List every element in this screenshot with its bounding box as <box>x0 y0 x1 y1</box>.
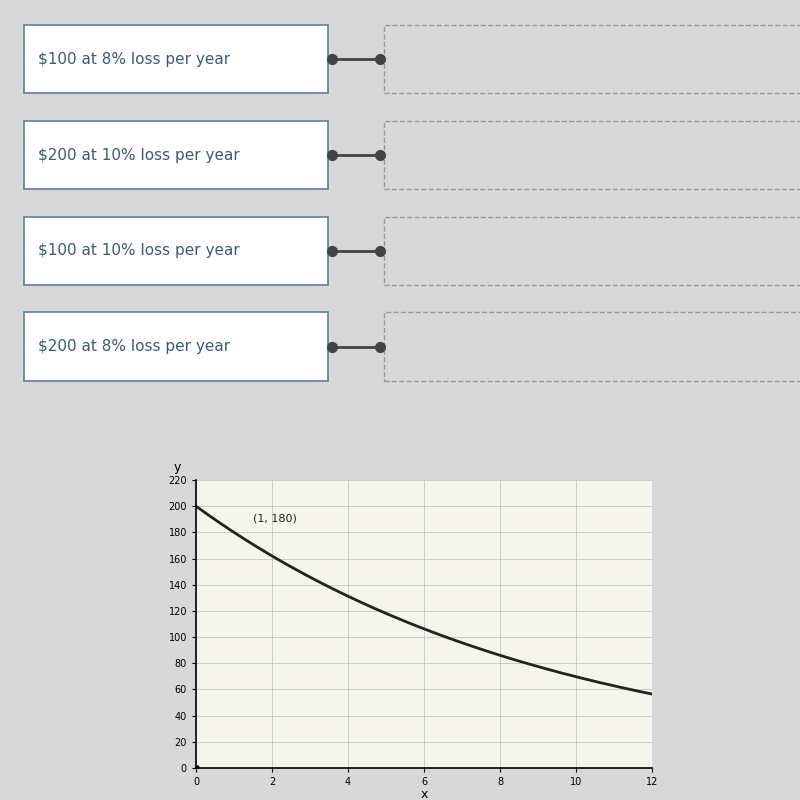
FancyBboxPatch shape <box>24 25 328 94</box>
Text: $100 at 10% loss per year: $100 at 10% loss per year <box>38 243 240 258</box>
Text: $100 at 8% loss per year: $100 at 8% loss per year <box>38 52 230 66</box>
Text: (1, 180): (1, 180) <box>253 514 297 524</box>
FancyBboxPatch shape <box>384 121 800 190</box>
FancyBboxPatch shape <box>24 217 328 285</box>
FancyBboxPatch shape <box>24 312 328 381</box>
Text: $200 at 10% loss per year: $200 at 10% loss per year <box>38 147 240 162</box>
FancyBboxPatch shape <box>384 25 800 94</box>
FancyBboxPatch shape <box>24 121 328 190</box>
FancyBboxPatch shape <box>384 217 800 285</box>
FancyBboxPatch shape <box>384 312 800 381</box>
X-axis label: x: x <box>420 789 428 800</box>
Text: y: y <box>174 462 181 474</box>
Text: $200 at 8% loss per year: $200 at 8% loss per year <box>38 339 230 354</box>
